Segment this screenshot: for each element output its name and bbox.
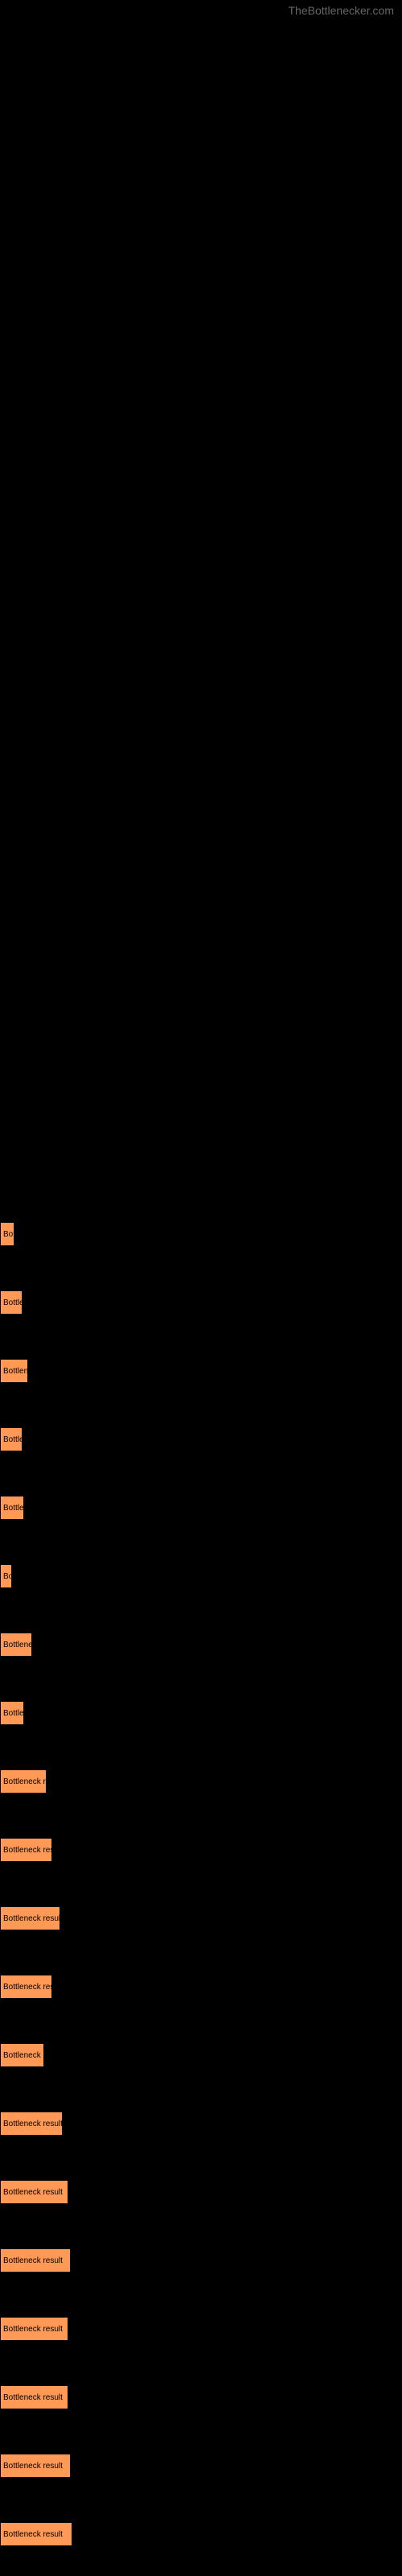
bar-chart: Bot Bottle Bottlene Bottle Bottler Bo Bottlene… [0, 1208, 402, 2576]
bar-row: Bottleneck result [0, 2371, 402, 2439]
bar-row: Bottleneck r [0, 2029, 402, 2097]
bar-row: Bottleneck result [0, 2097, 402, 2165]
bar-row: Bottle [0, 1276, 402, 1344]
bar: Bottler [0, 1496, 24, 1520]
bar: Bot [0, 1222, 14, 1246]
bar: Bo [0, 1564, 12, 1588]
bar: Bottleneck resu [0, 1975, 52, 1999]
bar: Bottleneck res [0, 1838, 52, 1862]
bar-row: Bottleneck result [0, 2165, 402, 2234]
bar: Bottleneck result [0, 2522, 72, 2546]
bar-row: Bo [0, 1550, 402, 1618]
bar: Bottleneck result [0, 2385, 68, 2409]
bar-row: Bottler [0, 1481, 402, 1550]
bar-row: Bottleneck result [0, 2508, 402, 2576]
bar: Bottlenec [0, 1633, 32, 1657]
bar-row: Bottle [0, 1413, 402, 1481]
bar-row: Bottleneck res [0, 1823, 402, 1892]
bar-row: Bottleneck resu [0, 1960, 402, 2029]
bar: Bottle [0, 1290, 23, 1315]
bar-row: Bottlenec [0, 1618, 402, 1686]
bar-row: Bottleneck result [0, 1892, 402, 1960]
bar-row: Bottleneck result [0, 2302, 402, 2371]
bar: Bottleneck result [0, 2180, 68, 2204]
bar: Bottleneck result [0, 2317, 68, 2341]
bar: Bottleneck r [0, 2043, 44, 2067]
bar: Bottle [0, 1427, 23, 1451]
bar: Bottleneck result [0, 2112, 63, 2136]
bar: Bottleneck re [0, 1769, 47, 1794]
watermark: TheBottlenecker.com [288, 4, 394, 17]
bar-row: Bottleneck re [0, 1755, 402, 1823]
bar-row: Bot [0, 1208, 402, 1276]
bar: Bottlene [0, 1359, 28, 1383]
bar-row: Bottle [0, 1686, 402, 1755]
bar-row: Bottleneck result [0, 2234, 402, 2302]
bar: Bottleneck result [0, 2454, 71, 2478]
bar-row: Bottlene [0, 1344, 402, 1413]
bar-row: Bottleneck result [0, 2439, 402, 2508]
bar: Bottleneck result [0, 1906, 60, 1930]
bar: Bottleneck result [0, 2248, 71, 2273]
bar: Bottle [0, 1701, 24, 1725]
